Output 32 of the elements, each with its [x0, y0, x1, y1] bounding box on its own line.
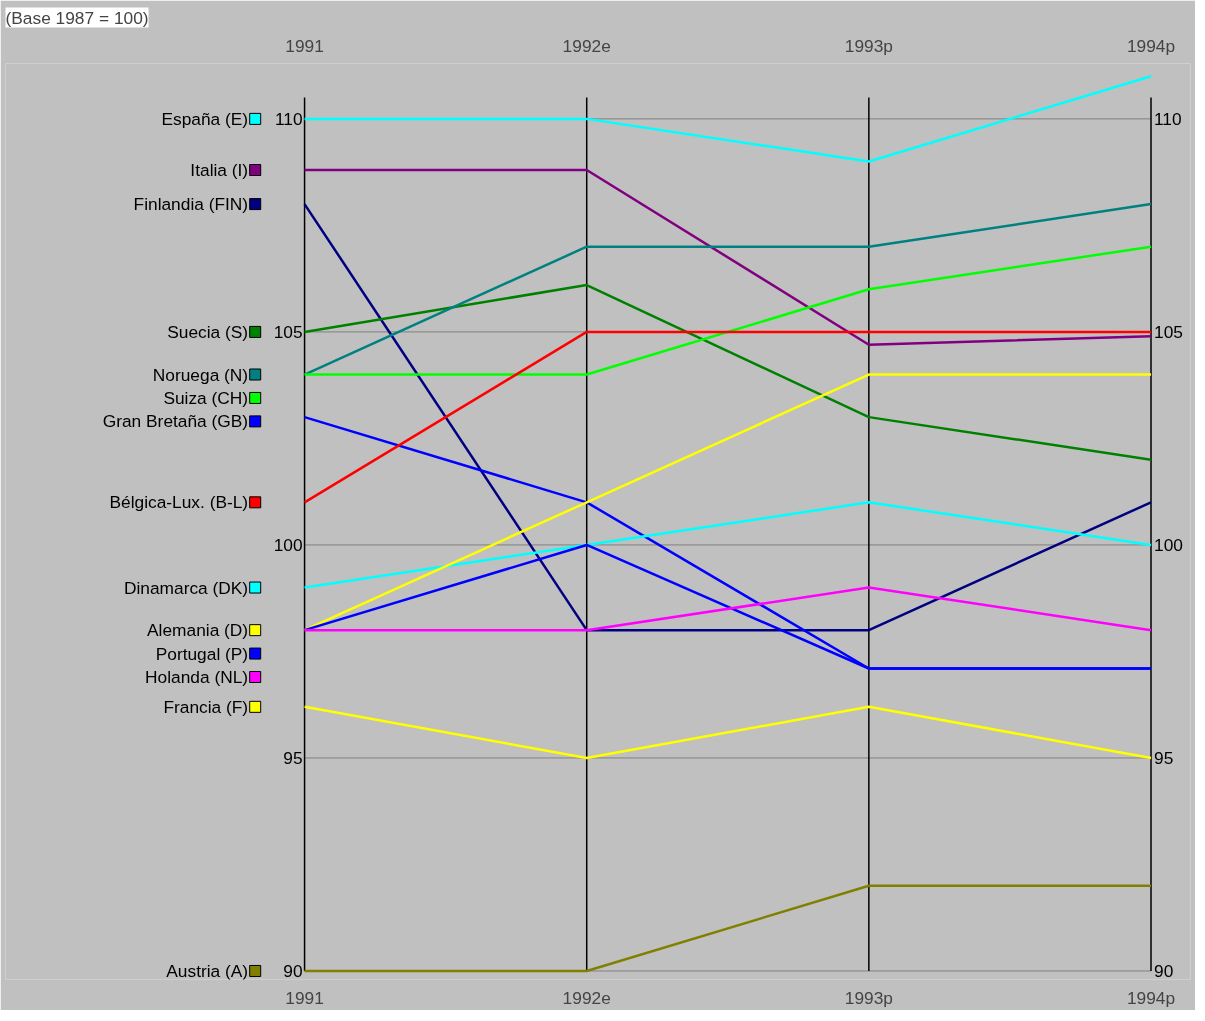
- legend-label: Francia (F): [163, 696, 249, 717]
- y2-tick-label: 90: [1154, 960, 1174, 981]
- y2-tick-label: 100: [1154, 534, 1183, 555]
- y2-tick-label: 105: [1154, 321, 1183, 342]
- legend-label: Portugal (P): [155, 643, 249, 664]
- category-label: 1993p: [844, 35, 893, 56]
- legend-label: Suecia (S): [167, 321, 249, 342]
- legend-label: España (E): [161, 108, 249, 129]
- x-tick-label: 1993p: [844, 987, 893, 1008]
- legend-label: Dinamarca (DK): [123, 577, 249, 598]
- category-label: 1994p: [1126, 35, 1176, 56]
- y-tick-label: 95: [283, 747, 303, 768]
- legend-label: Bélgica-Lux. (B-L): [109, 492, 249, 513]
- text: (Base 1987 = 100): [5, 7, 149, 28]
- y-tick-label: 90: [283, 960, 303, 981]
- x-tick-label: 1992e: [562, 987, 611, 1008]
- y2-tick-label: 95: [1154, 747, 1174, 768]
- y-tick-label: 105: [273, 321, 303, 342]
- y-tick-label: 100: [273, 534, 303, 555]
- category-label: 1992e: [562, 35, 611, 56]
- y-tick-label: 110: [274, 108, 303, 129]
- legend-label: Suiza (CH): [163, 387, 249, 408]
- legend-label: Finlandia (FIN): [133, 194, 249, 215]
- legend-label: Italia (I): [190, 160, 249, 181]
- legend-label: Noruega (N): [152, 364, 249, 385]
- x-tick-label: 1991: [285, 987, 324, 1008]
- legend-label: Holanda (NL): [145, 667, 249, 688]
- legend-label: Gran Bretaña (GB): [102, 411, 249, 432]
- legend-label: Alemania (D): [147, 620, 249, 641]
- x-tick-label: 1994p: [1126, 987, 1176, 1008]
- category-label: 1991: [285, 35, 324, 56]
- y2-tick-label: 110: [1154, 108, 1182, 129]
